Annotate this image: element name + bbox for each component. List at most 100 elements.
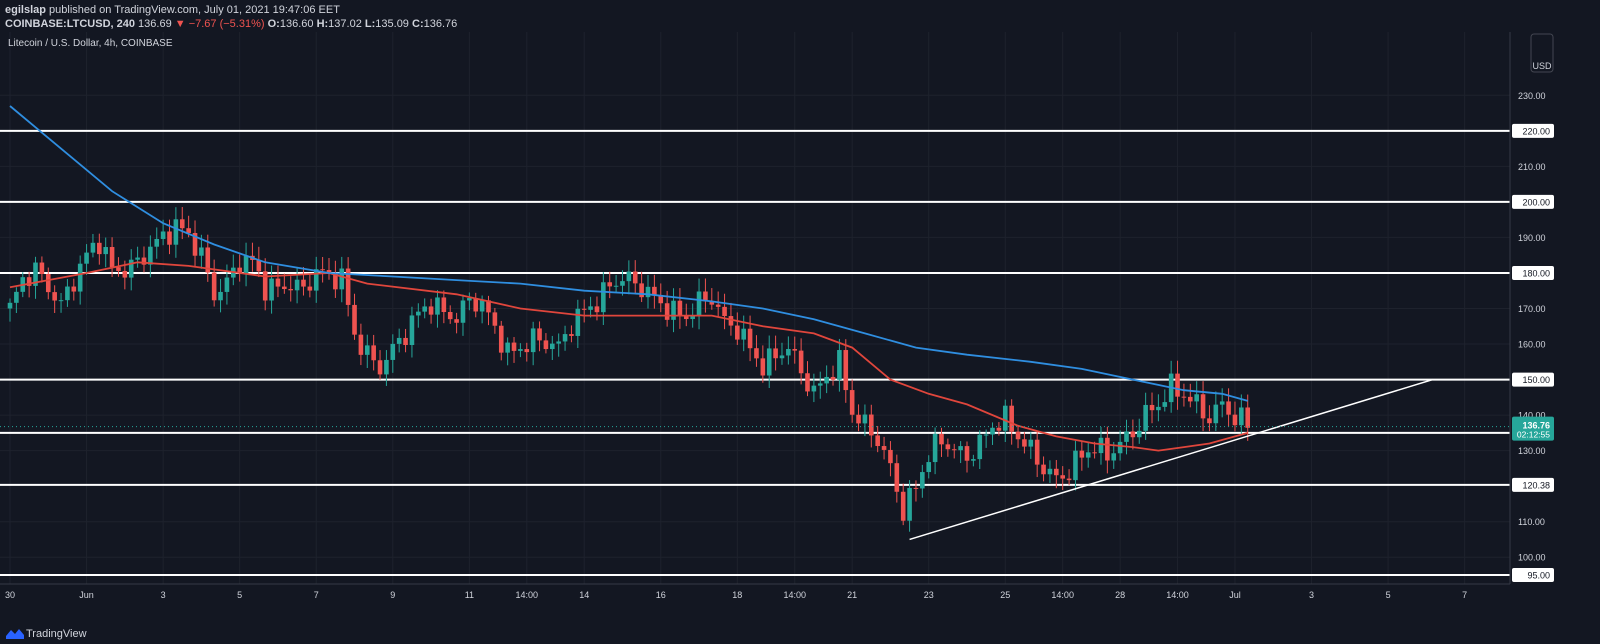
chart-title: Litecoin / U.S. Dollar, 4h, COINBASE [8, 38, 173, 49]
candle-body [1041, 464, 1046, 475]
candle-body [607, 282, 613, 287]
candle-body [135, 257, 140, 260]
candle-body [1028, 439, 1034, 447]
level-tag [1512, 265, 1554, 280]
level-tag-label: 200.00 [1522, 197, 1550, 207]
candle-body [709, 301, 715, 305]
symbol-name: COINBASE:LTCUSD, 240 [5, 18, 135, 30]
candle-body [690, 316, 695, 320]
candle-body [128, 259, 134, 278]
candle-body [524, 349, 530, 353]
candle-body [652, 286, 657, 296]
candle-body [45, 274, 51, 293]
level-tag-label: 150.00 [1522, 375, 1550, 385]
candle-body [951, 449, 957, 451]
candle-body [613, 285, 619, 287]
candle-body [715, 304, 721, 307]
candle-body [971, 459, 976, 461]
candle-body [735, 325, 740, 340]
candle-body [862, 414, 868, 424]
time-tick-label: 14 [579, 590, 589, 600]
time-tick-label: 9 [390, 590, 395, 600]
candle-body [1124, 431, 1129, 442]
candle-body [262, 271, 268, 301]
candle-body [58, 300, 64, 302]
price-tick-label: 170.00 [1518, 304, 1546, 314]
candle-body [243, 255, 249, 274]
price-chart[interactable]: Litecoin / U.S. Dollar, 4h, COINBASE 100… [0, 0, 1600, 624]
candle-body [741, 328, 746, 340]
candle-body [14, 291, 19, 303]
candle-body [1130, 431, 1136, 438]
candle-body [817, 383, 823, 386]
candle-body [837, 350, 842, 380]
candle-body [569, 334, 574, 336]
candle-body [888, 449, 893, 464]
price-tick-label: 110.00 [1518, 517, 1545, 527]
time-tick-label: 11 [465, 590, 474, 600]
candle-body [467, 298, 472, 301]
level-tag [1512, 372, 1554, 387]
currency-badge[interactable]: USD [1530, 33, 1554, 73]
candle-body [805, 373, 810, 392]
candle-body [1136, 430, 1142, 438]
level-tag [1512, 194, 1554, 209]
candle-body [1002, 405, 1008, 431]
candle-body [958, 446, 963, 451]
footer: TradingView [0, 624, 1600, 644]
candle-body [792, 348, 798, 351]
price-tick-label: 230.00 [1518, 91, 1546, 101]
time-tick-label: 25 [1000, 590, 1010, 600]
candle-body [371, 345, 376, 361]
candle-body [428, 306, 434, 315]
candle-body [33, 262, 38, 286]
candle-body [364, 345, 370, 355]
candle-body [1239, 407, 1244, 426]
level-tag-label: 180.00 [1522, 268, 1550, 278]
candle-body [760, 358, 766, 376]
publisher-name[interactable]: egilslap [5, 4, 46, 16]
candle-body [1092, 452, 1097, 454]
candle-body [26, 277, 32, 286]
candle-body [900, 491, 906, 521]
candle-body [84, 252, 89, 264]
time-tick-label: 3 [1309, 590, 1314, 600]
ohlc-high: 137.02 [328, 18, 362, 30]
candle-body [1034, 439, 1040, 465]
candle-body [173, 219, 179, 245]
time-axis[interactable]: 30 Jun 3 5 7 9 11 14:00 14 16 18 14:00 21 23 25 14:00 28… [5, 590, 1467, 600]
time-tick-label: 14:00 [1166, 590, 1189, 600]
ohlc-open: 136.60 [279, 18, 314, 30]
candle-body [333, 272, 338, 290]
ohlc-low: 135.09 [375, 18, 409, 30]
level-tag [1512, 123, 1554, 138]
time-tick-label: 30 [5, 590, 15, 600]
candle-body [1117, 441, 1123, 454]
candle-body [288, 289, 294, 291]
candle-body [913, 487, 919, 489]
candle-body [65, 286, 70, 301]
candle-body [192, 232, 198, 256]
price-change: ▼ −7.67 (−5.31%) [174, 18, 265, 30]
candle-body [339, 268, 345, 290]
candle-body [1226, 401, 1231, 415]
chart-header: egilslap published on TradingView.com, J… [0, 0, 1600, 32]
candle-body [511, 342, 517, 351]
candle-body [416, 311, 421, 316]
time-tick-label: 14:00 [783, 590, 806, 600]
candle-body [537, 328, 542, 341]
price-tick-label: 210.00 [1518, 162, 1546, 172]
candle-body [1066, 478, 1072, 481]
level-tag-label: 120.38 [1522, 480, 1550, 490]
candle-body [1213, 404, 1219, 424]
trendline-segment [909, 378, 1433, 541]
candle-body [154, 238, 160, 247]
candle-body [52, 292, 57, 301]
candle-body [875, 435, 880, 447]
price-tick-label: 100.00 [1518, 553, 1546, 563]
price-axis[interactable]: 100.00 110.00 130.00 140.00 160.00 170.00 190.… [1518, 91, 1546, 563]
brand-name[interactable]: TradingView [26, 628, 87, 640]
time-tick-label: 28 [1115, 590, 1125, 600]
candle-body [786, 348, 791, 356]
trendline[interactable] [909, 378, 1433, 541]
